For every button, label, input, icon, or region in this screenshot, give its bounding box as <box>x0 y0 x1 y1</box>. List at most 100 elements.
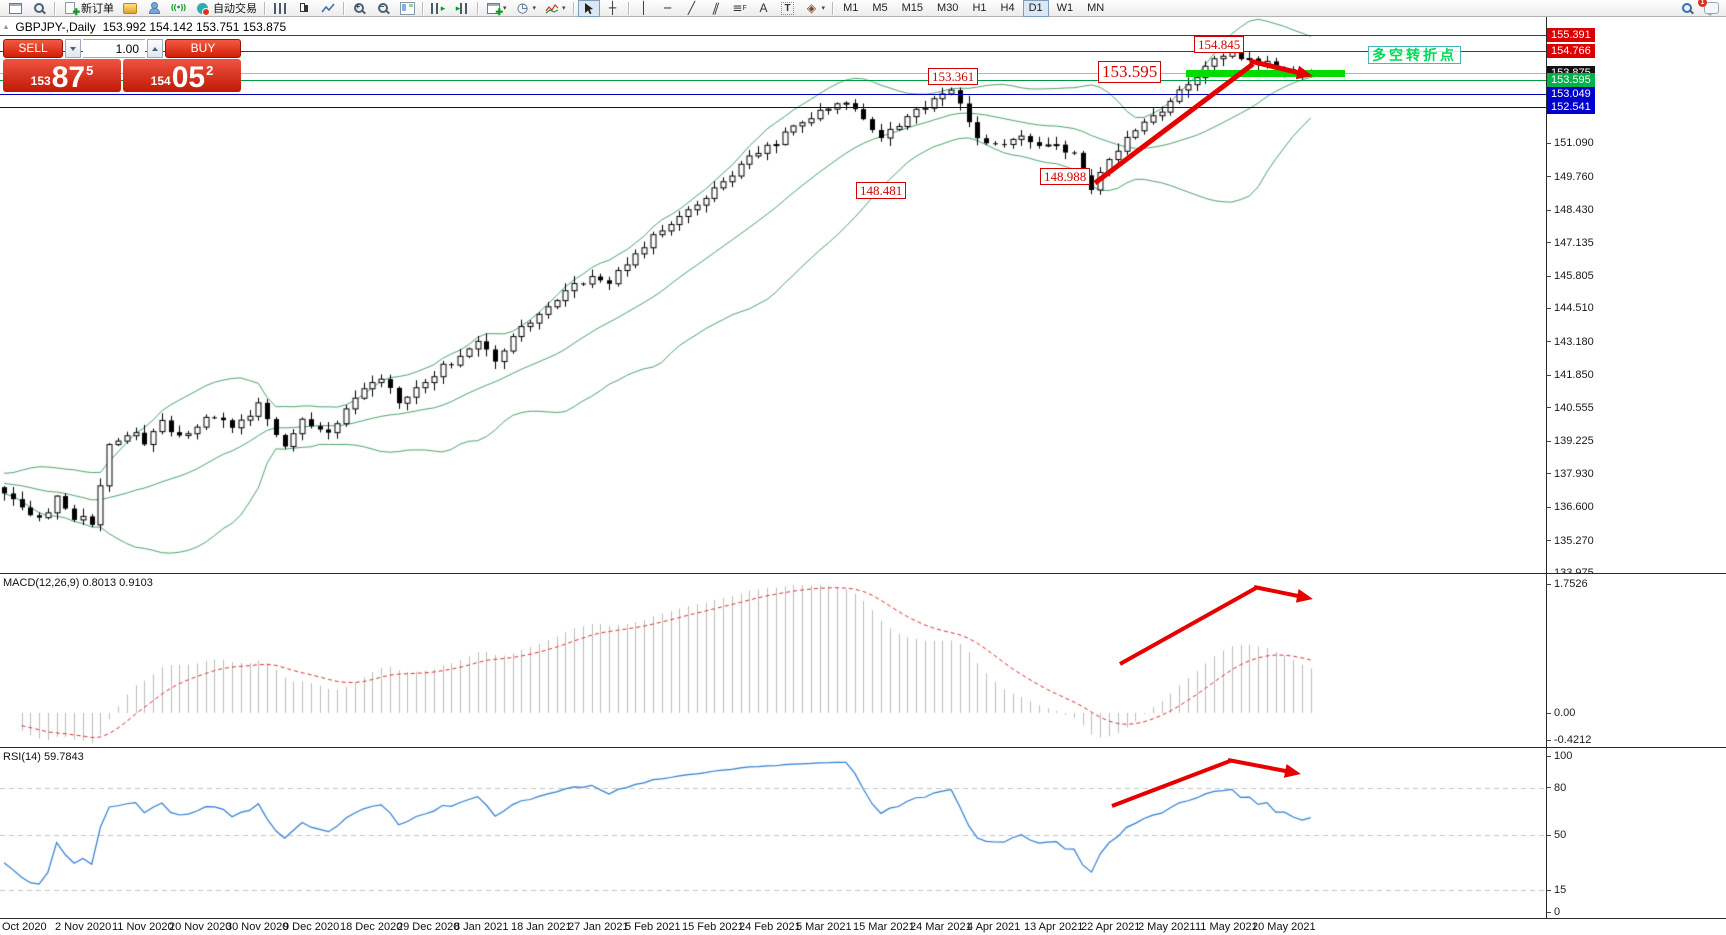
history-center-icon[interactable] <box>119 0 141 17</box>
resistance-line[interactable] <box>0 51 1546 52</box>
price-label-153361[interactable]: 153.361 <box>928 68 979 85</box>
horizontal-line-icon[interactable]: ─ <box>663 1 672 15</box>
support-highlight-bar[interactable] <box>1186 70 1345 77</box>
equidistant-channel-icon[interactable]: ∥ <box>710 1 721 15</box>
crosshair-icon[interactable]: ┼ <box>608 1 617 15</box>
periods-icon[interactable]: ◷ ▾ <box>516 0 537 16</box>
timeframe-m15-button[interactable]: M15 <box>901 2 924 14</box>
ask-price-pip: 2 <box>206 63 214 78</box>
toolbar-separator <box>264 1 265 15</box>
price-axis-tick: 141.850 <box>1547 369 1594 381</box>
timeframe-m1-button[interactable]: M1 <box>843 2 859 14</box>
date-label: 11 May 2021 <box>1195 921 1258 933</box>
rsi-plot[interactable]: RSI(14) 59.7843 <box>0 748 1546 918</box>
zoom-out-icon[interactable]: − <box>372 0 394 17</box>
date-label: 8 Jan 2021 <box>454 921 509 933</box>
date-label: 2 Nov 2020 <box>55 921 112 933</box>
bid-price-big: 87 <box>51 61 86 94</box>
rsi-canvas[interactable] <box>0 748 1546 918</box>
chart-ohlc-values: 153.992 154.142 153.751 153.875 <box>102 20 287 34</box>
support-line[interactable] <box>0 107 1546 108</box>
toolbar-separator <box>343 1 344 15</box>
price-axis-tick: 136.600 <box>1547 501 1594 513</box>
print-preview-icon[interactable] <box>28 0 50 17</box>
price-axis-tick: 140.555 <box>1547 402 1594 414</box>
price-axis-tick: 149.760 <box>1547 171 1594 183</box>
candlestick-chart-icon[interactable] <box>293 0 315 17</box>
date-label: 27 Jan 2021 <box>568 921 629 933</box>
chart-window-icon[interactable] <box>4 0 26 17</box>
main-chart-plot[interactable]: GBPJPY-,Daily 153.992 154.142 153.751 153… <box>0 17 1546 573</box>
candlestick-canvas[interactable] <box>0 17 1546 573</box>
timeframe-m5-button[interactable]: M5 <box>872 2 888 14</box>
fibonacci-icon[interactable]: ≡ F <box>732 1 747 15</box>
timeframe-h4-button[interactable]: H4 <box>1000 2 1015 14</box>
rsi-axis-tick: 15 <box>1547 884 1566 896</box>
timeframe-h1-button[interactable]: H1 <box>972 2 987 14</box>
price-label-154845[interactable]: 154.845 <box>1194 36 1245 53</box>
toolbar-separator <box>477 1 478 15</box>
timeframe-d1-button[interactable]: D1 <box>1022 0 1049 17</box>
text-icon[interactable]: A <box>759 1 768 15</box>
tile-windows-icon[interactable] <box>396 0 418 17</box>
price-axis-tick: 147.135 <box>1547 237 1594 249</box>
triangle-up-icon <box>152 46 158 51</box>
zoom-in-icon[interactable]: + <box>348 0 370 17</box>
rsi-axis[interactable]: 100 80 50 15 0 <box>1546 748 1726 918</box>
price-label-153595[interactable]: 153.595 <box>1098 61 1162 83</box>
ask-price-panel[interactable]: 154 05 2 <box>123 59 241 93</box>
price-label-148481[interactable]: 148.481 <box>856 182 907 199</box>
auto-trading-icon[interactable]: 自动交易 <box>191 0 260 17</box>
macd-canvas[interactable] <box>0 574 1546 747</box>
main-chart-panel: GBPJPY-,Daily 153.992 154.142 153.751 153… <box>0 17 1726 579</box>
turning-point-label[interactable]: 多空转折点 <box>1368 46 1461 64</box>
current-price-line[interactable] <box>0 73 1546 74</box>
volume-decrease-button[interactable] <box>65 39 81 58</box>
vertical-line-icon[interactable]: │ <box>639 1 648 15</box>
macd-axis[interactable]: 1.7526 0.00 -0.4212 <box>1546 574 1726 747</box>
support-line[interactable] <box>0 94 1546 95</box>
timeframe-w1-button[interactable]: W1 <box>1056 2 1074 14</box>
bid-price-panel[interactable]: 153 87 5 <box>3 59 121 94</box>
macd-plot[interactable]: MACD(12,26,9) 0.8013 0.9103 <box>0 574 1546 747</box>
price-axis-tick: 135.270 <box>1547 535 1594 547</box>
price-axis-tick: 148.430 <box>1547 204 1594 216</box>
price-axis[interactable]: 151.090 149.760 148.430 147.135 145.805 144.5… <box>1546 17 1726 579</box>
chevron-down-icon: ▾ <box>821 5 826 12</box>
arrows-icon[interactable]: ◈ ▾ <box>806 1 826 15</box>
text-label-icon[interactable]: T <box>777 0 799 17</box>
chat-icon[interactable]: 1 <box>1698 0 1722 17</box>
trendline-icon[interactable]: ╱ <box>687 1 696 15</box>
date-label: Oct 2020 <box>2 921 47 933</box>
bar-chart-icon[interactable] <box>269 0 291 17</box>
timeframe-m30-button[interactable]: M30 <box>937 2 959 14</box>
new-order-icon[interactable]: ✚ 新订单 <box>59 0 117 17</box>
date-axis[interactable]: Oct 2020 2 Nov 2020 11 Nov 2020 20 Nov 2020… <box>0 918 1726 935</box>
new-chart-icon[interactable]: ✚ ▾ <box>482 0 510 17</box>
resistance-line[interactable] <box>0 35 1546 36</box>
support-line[interactable] <box>0 80 1546 81</box>
line-chart-icon[interactable] <box>317 0 339 17</box>
toolbar-separator <box>832 1 834 15</box>
cursor-icon[interactable] <box>577 0 600 17</box>
search-icon[interactable] <box>1676 0 1698 17</box>
chart-symbol: GBPJPY-,Daily <box>15 20 96 34</box>
volume-input[interactable] <box>83 39 145 58</box>
indicators-icon[interactable]: ▾ <box>541 0 569 17</box>
date-label: 29 Dec 2020 <box>397 921 460 933</box>
chart-shift-icon[interactable]: ▸ <box>451 0 473 17</box>
volume-increase-button[interactable] <box>147 39 163 58</box>
timeframe-mn-button[interactable]: MN <box>1087 2 1105 14</box>
price-label-148988[interactable]: 148.988 <box>1040 168 1091 185</box>
profile-icon[interactable] <box>143 0 165 17</box>
toolbar: ✚ 新订单 ((•)) 自动交易 + − ▸ ▸ ✚ ▾ ◷ ▾ ▾ ┼ │ ─ ╱ ∥ ≡ F A T ◈ ▾ M1 M5 M15… <box>0 0 1726 17</box>
chevron-down-icon: ▾ <box>562 5 566 12</box>
price-badge: 152.541 <box>1547 99 1595 114</box>
date-label: 9 Dec 2020 <box>283 921 340 933</box>
date-label: 15 Feb 2021 <box>682 921 744 933</box>
auto-scroll-icon[interactable]: ▸ <box>427 0 449 17</box>
signal-icon[interactable]: ((•)) <box>170 3 187 12</box>
buy-button[interactable]: BUY <box>165 39 241 58</box>
sell-button[interactable]: SELL <box>3 39 63 58</box>
